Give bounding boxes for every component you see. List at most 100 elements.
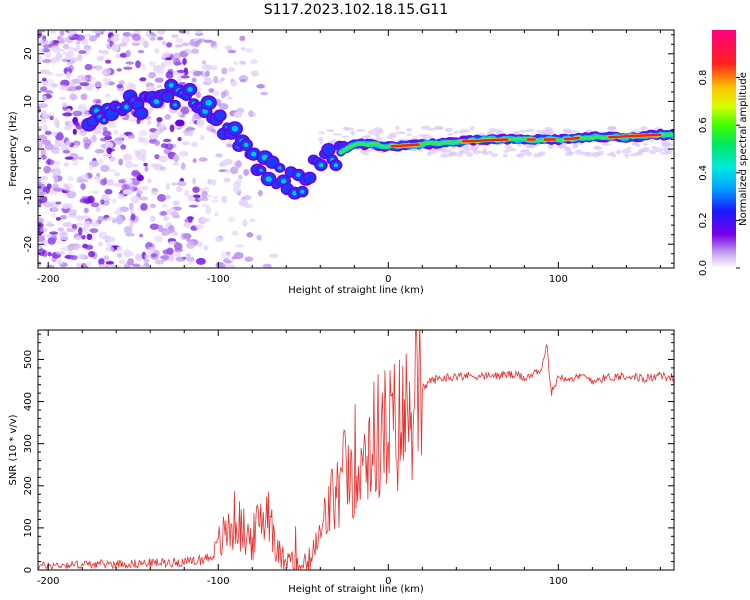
snr-y-tick-label: 300	[23, 434, 34, 453]
spectrogram-noise-blob	[154, 77, 164, 83]
spectrogram-noise-blob	[199, 134, 205, 141]
spectrogram-noise-blob	[54, 168, 62, 176]
spectrogram-noise-blob	[65, 71, 71, 79]
spectrogram-noise-blob	[38, 222, 44, 230]
spectrogram-noise-blob	[128, 202, 134, 211]
spectrogram-noise-blob	[249, 218, 256, 222]
spectrogram-noise-blob	[84, 245, 94, 250]
spectrogram-noise-blob	[162, 231, 171, 236]
spectrogram-noise-blob	[38, 103, 48, 108]
ridge-blob	[124, 104, 129, 110]
ridge-blob	[187, 87, 193, 92]
spectrogram-noise-blob	[201, 60, 207, 65]
spectrogram-noise-blob	[150, 215, 156, 223]
spectrogram-noise-blob	[220, 91, 226, 99]
spectrogram-halo-blob	[461, 129, 471, 133]
spectrogram-noise-blob	[159, 166, 167, 171]
spectrogram-noise-blob	[54, 73, 65, 77]
spectrogram-noise-blob	[80, 93, 88, 101]
ridge-blob	[296, 172, 301, 178]
spectrogram-noise-blob	[154, 140, 160, 146]
ridge-blob	[136, 108, 147, 119]
spectrogram-halo-blob	[449, 152, 458, 157]
spectrogram-noise-blob	[131, 42, 140, 46]
spectrogram-noise-blob	[111, 44, 119, 52]
ridge-blob	[322, 144, 335, 155]
spectrogram-noise-blob	[180, 75, 190, 79]
spectrogram-halo-blob	[536, 129, 541, 133]
snr-y-tick-label: 500	[23, 350, 34, 369]
spectrogram-x-axis-label: Height of straight line (km)	[288, 285, 424, 296]
spectrogram-noise-blob	[218, 103, 229, 110]
spectrogram-noise-blob	[39, 227, 48, 233]
spectrogram-noise-blob	[45, 90, 54, 94]
spectrogram-halo-blob	[626, 146, 632, 150]
spectrogram-noise-blob	[172, 200, 180, 206]
spectrogram-noise-blob	[167, 225, 175, 233]
spectrogram-noise-blob	[201, 190, 208, 199]
spectrogram-noise-blob	[42, 95, 47, 102]
spectrogram-noise-blob	[49, 45, 59, 52]
spectrogram-noise-blob	[78, 50, 87, 54]
spectrogram-noise-blob	[239, 78, 247, 83]
spectrogram-noise-blob	[177, 136, 182, 142]
spectrogram-noise-blob	[158, 155, 168, 163]
spectrogram-noise-blob	[200, 218, 210, 222]
spectrogram-noise-blob	[64, 156, 74, 160]
spectrogram-noise-blob	[98, 158, 104, 165]
spectrogram-noise-blob	[122, 32, 132, 37]
spectrogram-noise-blob	[188, 120, 193, 125]
spectrogram-noise-blob	[135, 253, 142, 261]
colorbar-tick-label: 0.8	[698, 70, 709, 86]
spectrogram-halo-blob	[418, 134, 426, 137]
spectrogram-noise-blob	[61, 203, 70, 210]
spectrogram-halo-blob	[654, 147, 664, 153]
spectrogram-halo-blob	[341, 135, 350, 138]
spectrogram-noise-blob	[128, 118, 137, 122]
spectrogram-noise-blob	[154, 259, 165, 265]
spectrogram-noise-blob	[158, 123, 167, 130]
ridge-blob	[250, 151, 257, 157]
spectrogram-noise-blob	[99, 30, 107, 33]
spectrogram-halo-blob	[421, 125, 431, 130]
spectrogram-noise-blob	[55, 201, 62, 205]
spectrogram-noise-blob	[186, 237, 191, 242]
spectrogram-noise-blob	[46, 264, 55, 268]
spectrogram-noise-blob	[118, 42, 128, 47]
spectrogram-noise-blob	[125, 61, 135, 65]
spectrogram-halo-blob	[632, 142, 639, 146]
spectrogram-noise-blob	[178, 151, 189, 157]
spectrogram-noise-blob	[196, 119, 205, 127]
spectrogram-noise-blob	[227, 216, 236, 223]
spectrogram-noise-blob	[182, 141, 190, 146]
spectrogram-noise-blob	[75, 85, 82, 91]
spectrogram-noise-blob	[166, 182, 170, 191]
spectrogram-noise-blob	[89, 164, 94, 170]
spectrogram-noise-blob	[204, 70, 210, 77]
spectrogram-noise-blob	[170, 182, 178, 186]
spectrogram-noise-blob	[149, 32, 155, 36]
spectrogram-noise-blob	[171, 211, 179, 219]
spectrogram-noise-blob	[194, 196, 201, 202]
colorbar-tick-label: 0.4	[698, 165, 709, 181]
spectrogram-noise-blob	[84, 63, 93, 71]
spectrogram-noise-blob	[180, 106, 190, 115]
spectrogram-noise-blob	[45, 159, 55, 166]
spectrogram-halo-blob	[373, 127, 383, 132]
spectrogram-noise-blob	[62, 221, 73, 228]
spectrogram-noise-blob	[53, 175, 59, 184]
spectrogram-noise-blob	[172, 230, 178, 237]
colorbar-tick-label: 0.2	[698, 212, 709, 228]
spectrogram-noise-blob	[38, 248, 46, 257]
spectrogram-noise-blob	[123, 66, 133, 70]
spectrogram-halo-blob	[624, 153, 629, 159]
spectrogram-noise-blob	[176, 181, 187, 187]
snr-x-axis-label: Height of straight line (km)	[288, 584, 424, 595]
spectrogram-noise-blob	[111, 198, 117, 204]
spectrogram-noise-blob	[131, 263, 141, 268]
spectrogram-noise-blob	[196, 91, 201, 99]
spectrogram-halo-blob	[406, 127, 412, 132]
spectrogram-noise-blob	[205, 206, 212, 215]
spectrogram-noise-blob	[88, 250, 96, 258]
